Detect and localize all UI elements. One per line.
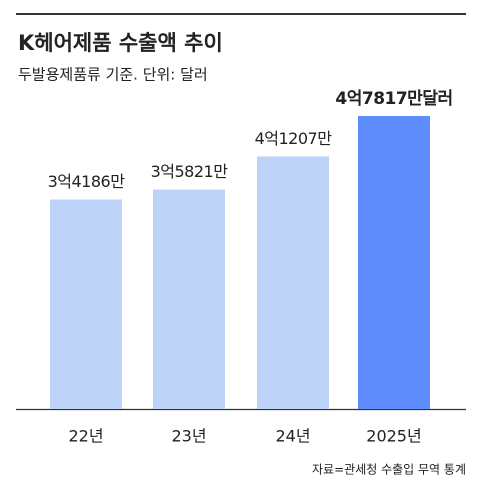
x-tick-label: 24년 (275, 427, 310, 446)
chart-title: K헤어제품 수출액 추이 (18, 31, 223, 55)
bar (50, 199, 122, 409)
x-tick-label: 22년 (68, 427, 103, 446)
value-label: 3억4186만 (48, 172, 126, 191)
value-label: 4억1207만 (255, 129, 333, 148)
value-label: 3억5821만 (151, 162, 229, 181)
chart-subtitle: 두발용제품류 기준. 단위: 달러 (18, 66, 208, 84)
bar (358, 116, 430, 409)
value-label: 4억7817만달러 (335, 88, 452, 109)
bar (257, 156, 329, 409)
bar (153, 189, 225, 409)
x-tick-label: 2025년 (366, 427, 421, 446)
source: 자료=관세청 수출입 무역 통계 (312, 463, 466, 477)
x-tick-label: 23년 (171, 427, 206, 446)
